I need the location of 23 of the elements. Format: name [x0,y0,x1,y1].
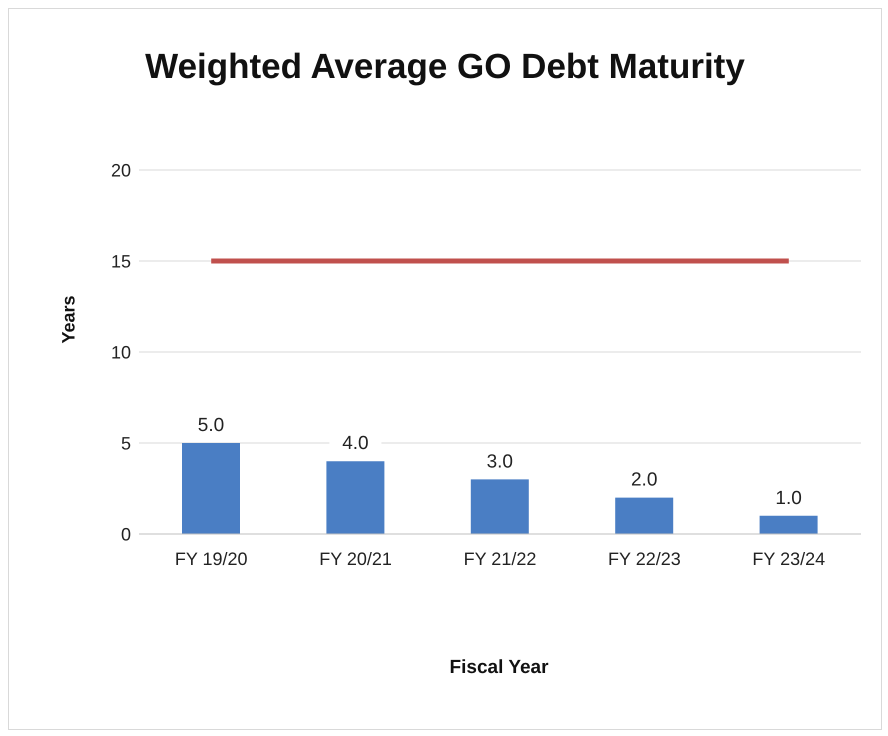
y-tick-label: 15 [110,251,131,272]
x-tick-label: FY 20/21 [319,548,392,569]
y-tick-label: 0 [120,524,131,544]
bar [182,443,240,534]
data-label: 3.0 [486,451,514,472]
chart-title: Weighted Average GO Debt Maturity [144,47,746,87]
x-tick-label: FY 22/23 [608,548,681,569]
data-label: 2.0 [630,470,658,491]
y-tick-label: 10 [110,342,131,362]
x-tick-label: FY 19/20 [174,548,248,569]
x-tick-label: FY 23/24 [752,548,826,569]
y-tick-label: 5 [120,433,131,454]
data-label: 1.0 [775,488,802,509]
bar [615,498,674,534]
bar [760,516,818,534]
x-axis-title: Fiscal Year [448,657,550,679]
y-axis-title: Years [58,294,80,346]
y-tick-label: 20 [110,160,131,180]
bar [470,479,529,534]
bar [326,461,384,534]
data-label: 5.0 [198,415,224,436]
x-tick-label: FY 21/22 [464,548,536,569]
data-label: 4.0 [342,433,369,454]
